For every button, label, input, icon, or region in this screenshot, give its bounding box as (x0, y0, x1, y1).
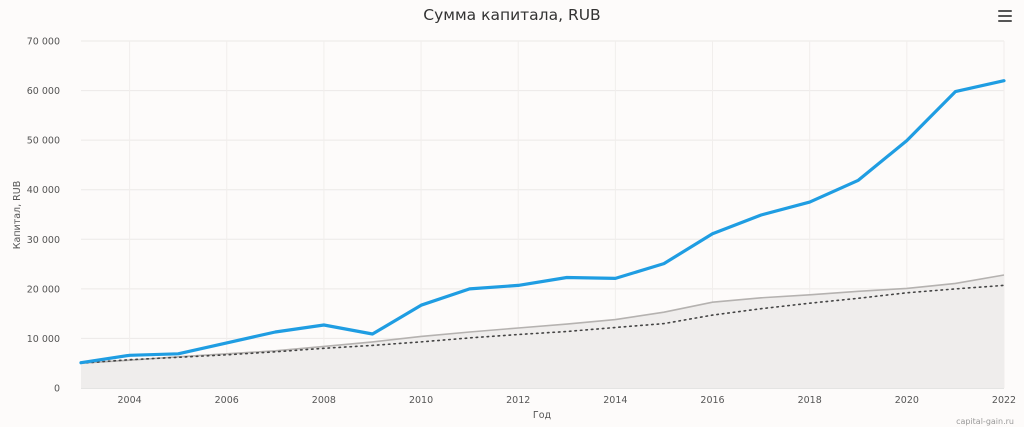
chart-title: Сумма капитала, RUB (423, 6, 601, 24)
x-tick-label: 2020 (895, 395, 919, 406)
x-axis-title: Год (533, 410, 552, 421)
x-tick-label: 2010 (409, 395, 433, 406)
y-axis-title: Капитал, RUB (12, 181, 23, 250)
dotted-series-line (80, 284, 1005, 364)
y-tick-label: 60 000 (27, 86, 60, 97)
credit-link[interactable]: capital-gain.ru (956, 417, 1014, 426)
series-layer (79, 79, 1006, 388)
x-tick-label: 2022 (992, 395, 1016, 406)
y-tick-label: 40 000 (27, 185, 60, 196)
y-tick-label: 50 000 (27, 136, 60, 147)
y-tick-label: 10 000 (27, 334, 60, 345)
x-tick-label: 2008 (312, 395, 336, 406)
area-series-line (80, 274, 1005, 364)
y-tick-label: 0 (54, 384, 60, 395)
x-tick-label: 2018 (798, 395, 822, 406)
main-series-line (79, 79, 1006, 365)
y-tick-label: 30 000 (27, 235, 60, 246)
axis-labels: 0 10 000 20 000 30 000 40 000 50 000 60 000 70 … (27, 37, 1016, 407)
area-fill (81, 275, 1004, 388)
x-tick-label: 2014 (603, 395, 627, 406)
y-tick-label: 20 000 (27, 284, 60, 295)
y-tick-label: 70 000 (27, 37, 60, 48)
x-tick-label: 2016 (700, 395, 724, 406)
x-tick-label: 2004 (117, 395, 141, 406)
x-tick-label: 2006 (215, 395, 239, 406)
hamburger-menu-icon[interactable] (998, 10, 1012, 22)
x-tick-label: 2012 (506, 395, 530, 406)
